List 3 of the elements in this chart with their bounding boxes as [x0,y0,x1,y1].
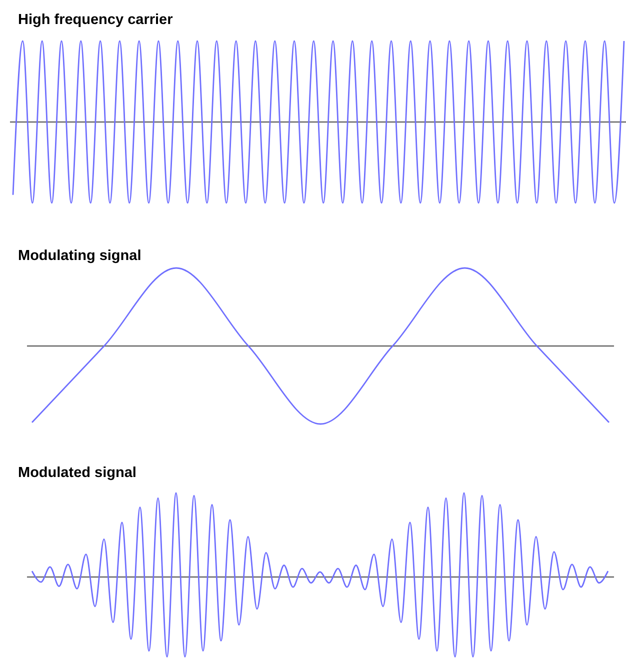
chart-title: Modulated signal [18,465,136,481]
chart-title: High frequency carrier [18,12,174,28]
chart-title: Modulating signal [18,248,142,264]
